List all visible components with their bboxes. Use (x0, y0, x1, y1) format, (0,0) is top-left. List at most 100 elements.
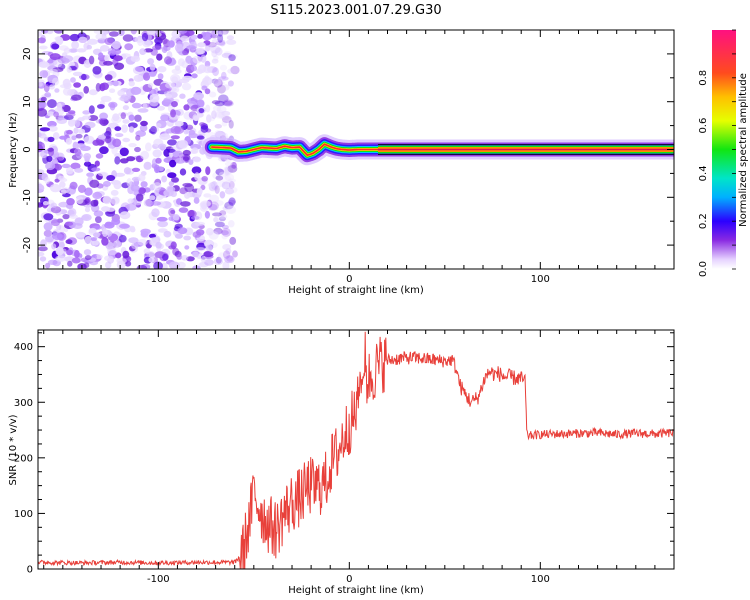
noise-speck (204, 88, 211, 95)
colorbar-tick-label: 0.6 (698, 118, 709, 134)
noise-speck (214, 130, 226, 139)
noise-speck (211, 58, 219, 64)
noise-speck (113, 55, 123, 62)
noise-speck (213, 258, 223, 265)
noise-speck (205, 104, 211, 113)
noise-speck (224, 173, 235, 182)
noise-speck (71, 257, 81, 264)
y-tick-label: 10 (22, 95, 33, 108)
noise-speck (150, 201, 162, 206)
noise-speck (127, 198, 134, 204)
noise-speck (55, 36, 64, 46)
noise-speck (182, 156, 190, 162)
noise-speck (140, 150, 150, 160)
noise-speck (230, 162, 237, 169)
noise-speck (53, 30, 64, 34)
noise-speck (195, 247, 206, 252)
noise-speck (212, 79, 222, 86)
y-tick-label: 100 (14, 509, 33, 520)
noise-speck (117, 89, 125, 97)
noise-speck (205, 244, 213, 252)
noise-speck (211, 181, 218, 190)
noise-speck (182, 75, 193, 81)
noise-speck (51, 243, 57, 250)
noise-speck (136, 264, 148, 269)
noise-speck (138, 187, 147, 195)
noise-speck (126, 203, 137, 211)
noise-speck (143, 199, 153, 207)
noise-speck (181, 82, 192, 91)
noise-speck (120, 94, 132, 100)
noise-speck (113, 180, 122, 190)
noise-speck (39, 127, 51, 132)
noise-speck (215, 180, 226, 188)
noise-speck (225, 248, 232, 255)
y-tick-label: 20 (22, 48, 33, 61)
noise-speck (66, 66, 72, 73)
noise-speck (140, 181, 148, 188)
noise-speck (223, 51, 232, 57)
noise-speck (182, 149, 191, 156)
noise-speck (200, 125, 209, 133)
noise-speck (196, 99, 205, 108)
noise-speck (221, 224, 229, 230)
noise-speck (171, 101, 178, 108)
noise-speck (214, 130, 223, 139)
noise-speck (219, 210, 227, 216)
noise-speck (50, 202, 57, 209)
noise-speck (204, 210, 210, 219)
noise-speck (214, 111, 225, 119)
noise-speck (168, 261, 180, 269)
noise-speck (56, 224, 62, 231)
noise-speck (178, 30, 188, 34)
noise-speck (131, 167, 141, 172)
noise-speck (221, 71, 227, 80)
noise-speck (64, 221, 74, 226)
noise-speck (210, 34, 219, 39)
noise-speck (91, 167, 101, 172)
noise-speck (69, 181, 78, 190)
noise-speck (147, 58, 155, 65)
noise-speck (70, 77, 76, 83)
colorbar-tick-label: 0.2 (698, 213, 709, 229)
noise-speck (157, 143, 167, 150)
noise-speck (118, 234, 127, 243)
noise-speck (84, 187, 93, 196)
snr-y-label: SNR (10 * v/v) (8, 414, 19, 485)
noise-speck (104, 222, 115, 229)
noise-speck (68, 119, 77, 125)
noise-speck (222, 84, 230, 91)
noise-speck (184, 245, 190, 250)
colorbar-tick-label: 0.0 (698, 261, 709, 277)
noise-speck (115, 133, 124, 138)
noise-speck (47, 59, 54, 64)
noise-speck (214, 229, 222, 235)
noise-speck (168, 207, 176, 217)
noise-speck (214, 221, 225, 228)
noise-speck (156, 105, 165, 111)
y-tick-label: -20 (22, 237, 33, 253)
noise-speck (200, 255, 207, 263)
noise-speck (59, 135, 67, 140)
noise-speck (76, 48, 87, 53)
noise-speck (216, 220, 223, 228)
noise-speck (143, 72, 151, 81)
noise-speck (99, 112, 108, 120)
noise-speck (38, 108, 48, 117)
noise-speck (149, 93, 160, 103)
noise-speck (51, 219, 60, 227)
noise-speck (82, 115, 91, 120)
noise-speck (75, 231, 86, 238)
noise-speck (69, 33, 80, 42)
noise-speck (179, 93, 186, 99)
noise-speck (210, 45, 221, 54)
noise-speck (75, 133, 83, 139)
noise-speck (163, 189, 174, 197)
noise-speck (174, 43, 183, 52)
noise-speck (48, 125, 58, 132)
noise-speck (111, 146, 118, 155)
noise-speck (192, 114, 199, 121)
noise-speck (178, 139, 189, 149)
noise-speck (135, 66, 144, 72)
noise-speck (201, 31, 213, 41)
